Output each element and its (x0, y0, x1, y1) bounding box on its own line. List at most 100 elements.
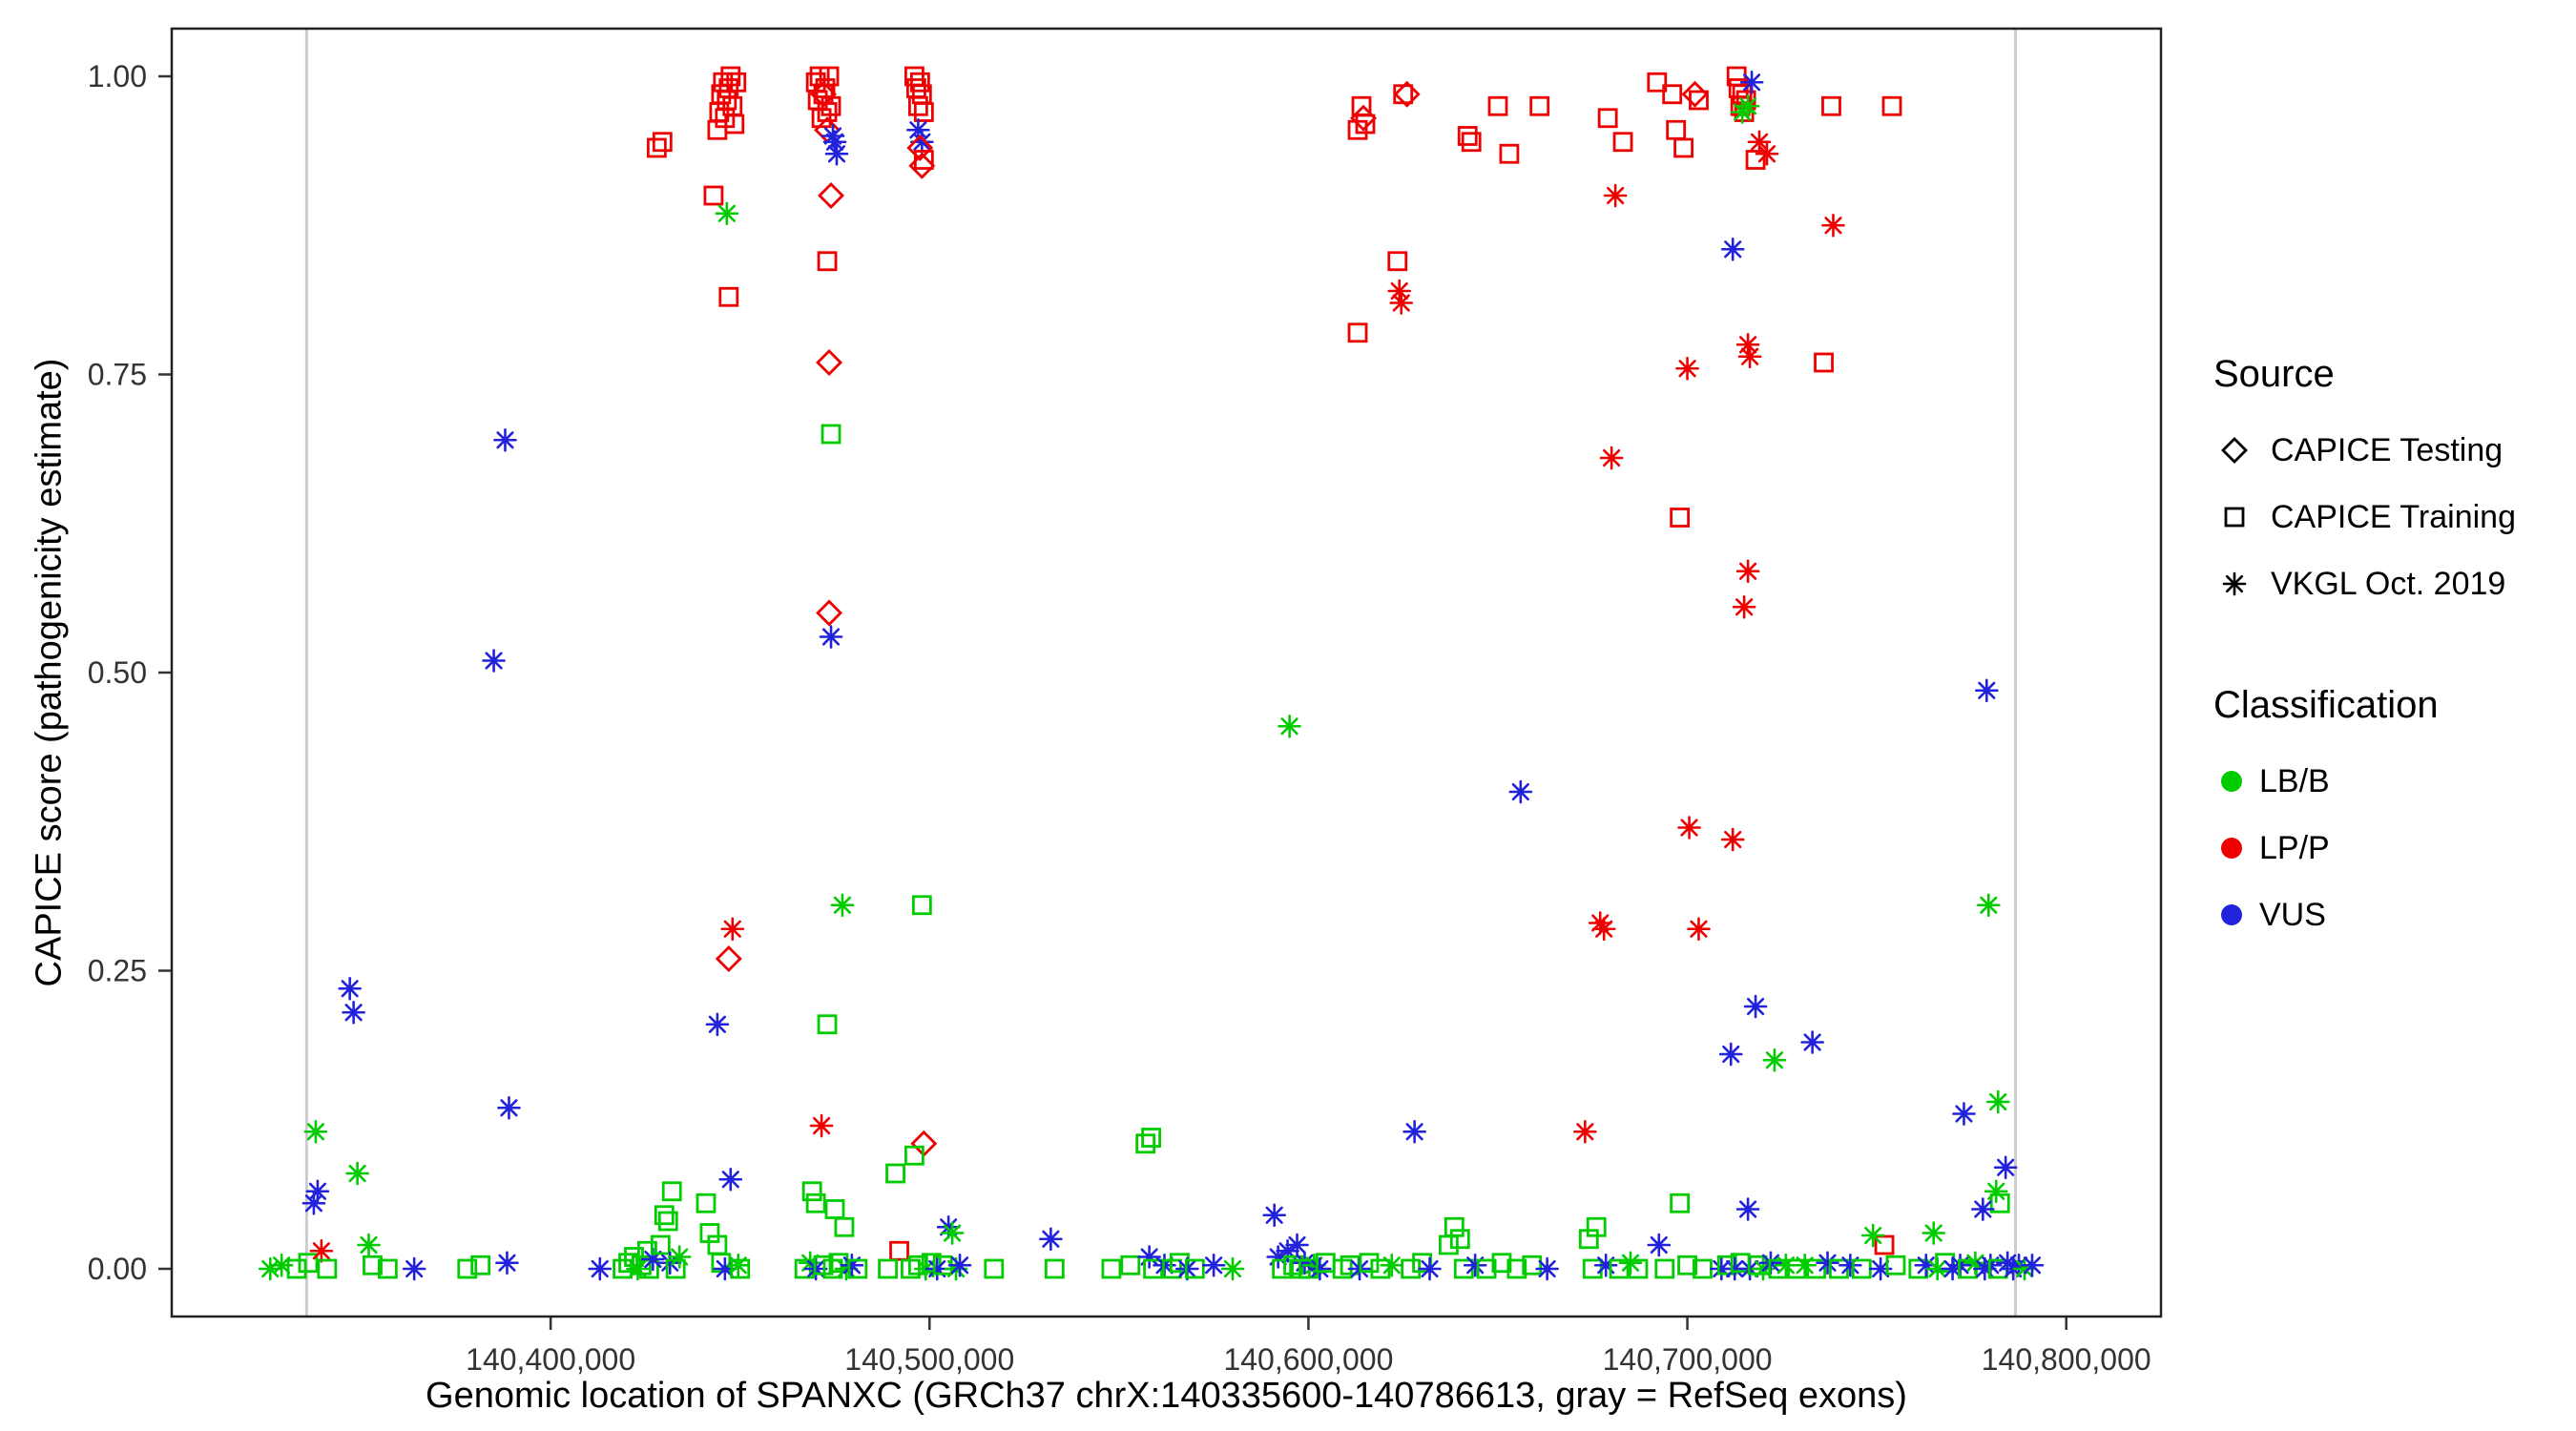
scatter-point-asterisk (1963, 1251, 1987, 1275)
y-axis-title: CAPICE score (pathogenicity estimate) (29, 358, 70, 987)
scatter-point-square (1522, 1255, 1543, 1275)
scatter-point-asterisk (1266, 1245, 1290, 1269)
legend-item-label: LB/B (2259, 762, 2330, 799)
scatter-point-square (1673, 137, 1693, 158)
x-tick-label: 140,600,000 (1223, 1342, 1393, 1377)
scatter-point-square (1874, 1234, 1895, 1255)
legend-classification: Classification LB/B LP/P VUS (2213, 684, 2516, 948)
scatter-point-asterisk (269, 1253, 294, 1277)
scatter-point-square (1586, 1216, 1607, 1237)
scatter-point-asterisk (1860, 1223, 1885, 1248)
scatter-point-asterisk (1762, 1047, 1787, 1072)
scatter-point-square (703, 185, 724, 206)
class-color-dot-icon (2221, 904, 2242, 925)
scatter-point-asterisk (1293, 1251, 1317, 1275)
data-points (258, 66, 2045, 1281)
scatter-point-asterisk (1984, 1179, 2008, 1204)
scatter-point-asterisk (1220, 1256, 1245, 1281)
scatter-point-asterisk (1730, 100, 1755, 124)
scatter-point-square (889, 1240, 909, 1261)
scatter-point-square (1044, 1258, 1065, 1279)
scatter-point-asterisk (338, 976, 362, 1001)
legend-item-class-lb-b: LB/B (2213, 748, 2516, 815)
scatter-point-asterisk (830, 893, 855, 918)
scatter-point-square (801, 1181, 822, 1202)
scatter-point-asterisk (1593, 1253, 1618, 1277)
scatter-point-square (1135, 1133, 1156, 1154)
scatter-point-asterisk (588, 1256, 613, 1281)
scatter-point-asterisk (1941, 1256, 1964, 1281)
scatter-point-square (363, 1255, 383, 1275)
scatter-point-asterisk (1675, 356, 1699, 381)
scatter-point-square (1821, 95, 1841, 116)
scatter-point-square (457, 1258, 478, 1279)
scatter-point-asterisk (1599, 446, 1624, 470)
scatter-point-asterisk (1952, 1102, 1976, 1126)
scatter-point-square (1885, 1255, 1906, 1275)
scatter-point-asterisk (1603, 183, 1628, 208)
scatter-point-asterisk (1463, 1253, 1487, 1277)
scatter-point-asterisk (1285, 1233, 1309, 1257)
class-color-dot-icon (2221, 771, 2242, 792)
scatter-point-square (878, 1258, 898, 1279)
scatter-point-asterisk (840, 1253, 864, 1277)
scatter-point-asterisk (1573, 1119, 1597, 1144)
scatter-point-diamond (1393, 80, 1421, 108)
legend-item-label: CAPICE Testing (2271, 431, 2503, 468)
scatter-point-asterisk (1387, 279, 1412, 303)
scatter-point-asterisk (713, 1256, 737, 1281)
scatter-point-square (1654, 1258, 1675, 1279)
scatter-point-square (1457, 126, 1478, 146)
legend-item-source-diamond: CAPICE Testing (2213, 417, 2516, 484)
scatter-point-asterisk (1535, 1256, 1559, 1281)
scatter-point-square (1355, 114, 1376, 135)
scatter-point-square (819, 66, 840, 87)
legend-item-class-vus: VUS (2213, 881, 2516, 948)
legend-source: Source CAPICE Testing CAPICE Training VKGL… (2213, 353, 2516, 617)
scatter-point-asterisk (1677, 816, 1701, 840)
scatter-point-square (1806, 1258, 1826, 1279)
scatter-point-asterisk (940, 1221, 965, 1245)
scatter-point-diamond (2221, 437, 2248, 464)
scatter-point-asterisk (1868, 1256, 1893, 1281)
scatter-point-square (913, 102, 934, 122)
scatter-point-asterisk (1720, 237, 1745, 261)
class-color-dot-icon (2221, 838, 2242, 859)
scatter-point-asterisk (1588, 911, 1612, 935)
scatter-point-asterisk (667, 1245, 692, 1269)
scatter-point-asterisk (357, 1233, 381, 1257)
scatter-point-asterisk (1985, 1089, 2010, 1114)
x-tick-label: 140,800,000 (1982, 1342, 2151, 1377)
scatter-point-square (720, 66, 741, 87)
scatter-point-square (1449, 1229, 1470, 1250)
scatter-point-square (1184, 1258, 1205, 1279)
scatter-point-square (1881, 95, 1902, 116)
scatter-point-square (1499, 143, 1520, 164)
scatter-point-asterisk (1735, 559, 1760, 584)
scatter-point-asterisk (497, 1095, 521, 1120)
scatter-point-asterisk (345, 1161, 369, 1186)
scatter-point-asterisk (1971, 1197, 1995, 1221)
scatter-point-diamond (818, 182, 845, 209)
scatter-point-square (377, 1258, 398, 1279)
scatter-point-asterisk (910, 130, 934, 155)
x-tick-label: 140,400,000 (466, 1342, 635, 1377)
legend-source-items: CAPICE Testing CAPICE Training VKGL Oct. 2… (2213, 417, 2516, 617)
scatter-point-square (885, 1163, 905, 1184)
x-tick-label: 140,500,000 (844, 1342, 1014, 1377)
scatter-point-square (1387, 251, 1408, 272)
scatter-point-asterisk (1914, 1253, 1939, 1277)
scatter-point-asterisk (947, 1253, 972, 1277)
scatter-point-asterisk (720, 917, 745, 942)
legend-source-title: Source (2213, 353, 2335, 395)
scatter-point-asterisk (402, 1256, 426, 1281)
scatter-point-asterisk (1743, 994, 1768, 1019)
x-axis-title: Genomic location of SPANXC (GRCh37 chrX:… (426, 1376, 1907, 1416)
scatter-point-square (1612, 132, 1633, 153)
scatter-point-square (817, 251, 838, 272)
scatter-point-asterisk (1800, 1030, 1824, 1054)
y-tick-label: 0.50 (88, 655, 147, 690)
diamond-icon (2221, 437, 2248, 464)
